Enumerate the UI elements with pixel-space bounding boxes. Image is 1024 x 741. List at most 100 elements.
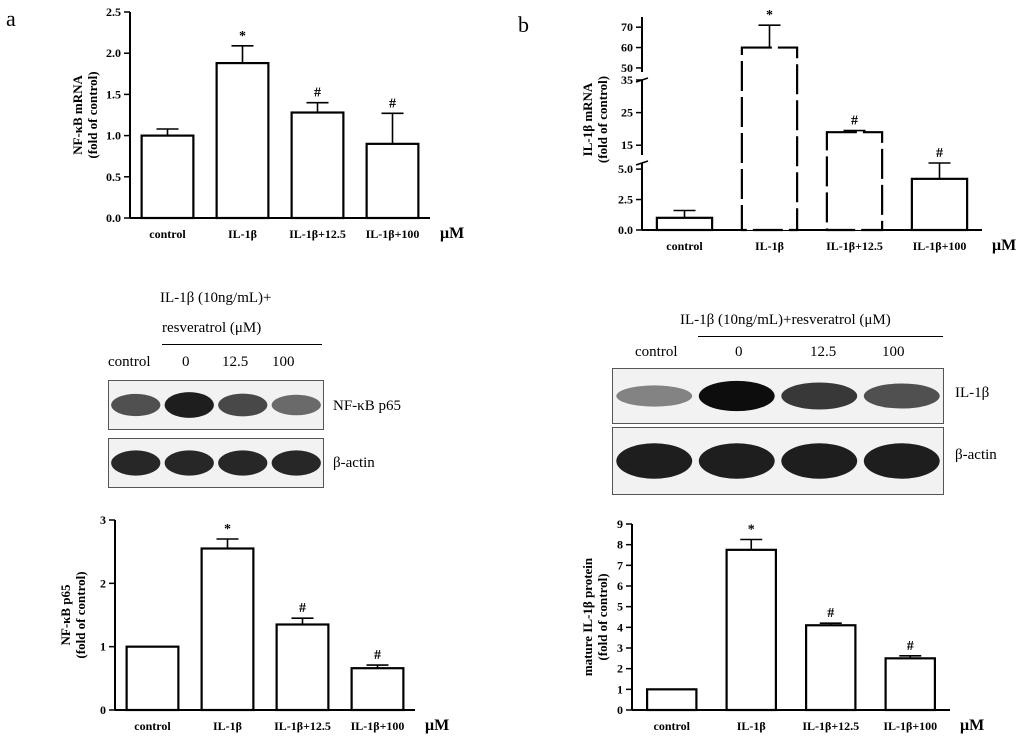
blot-band (863, 383, 940, 409)
blot-a-lane-12-5: 12.5 (222, 354, 249, 370)
tick-label: IL-1β+100 (913, 239, 967, 253)
blot-a-header-rule (162, 344, 322, 345)
bar (290, 111, 345, 220)
bar (140, 134, 195, 220)
tick-label: control (666, 239, 703, 253)
tick-label: IL-1β+12.5 (289, 227, 346, 241)
blot-band (111, 450, 161, 476)
chart-il1b-protein: 0 1 2 3 4 5 6 7 8 9 mature IL-1β protein(fold of c… (580, 517, 984, 734)
y-tick-label: 0 (617, 703, 623, 717)
y-tick-label: 35 (621, 73, 633, 87)
blot-b-lane-0: 0 (735, 344, 743, 360)
blot-a-header-line2: resveratrol (μM) (162, 320, 262, 336)
bar (825, 131, 884, 232)
significance-mark: # (851, 114, 858, 129)
blot-b-header: IL-1β (10ng/mL)+resveratrol (μM) (680, 312, 891, 328)
tick-label: IL-1β+12.5 (802, 719, 859, 733)
unit-label: μM (440, 225, 464, 242)
blot-a-label-nfkb: NF-κB p65 (333, 398, 401, 414)
tick-label: IL-1β+12.5 (274, 719, 331, 733)
axis-break-mark (635, 160, 649, 166)
blot-band (111, 393, 161, 417)
blot-b-label-il1b: IL-1β (955, 385, 990, 401)
blot-a-lane-100: 100 (272, 354, 295, 370)
tick-label: control (134, 719, 171, 733)
y-tick-label: 1 (617, 682, 623, 696)
chart-nfkb-p65: 0 1 2 3 NF-κB p65(fold of control) control * IL… (58, 513, 449, 734)
tick-label: IL-1β (755, 239, 784, 253)
bar (275, 623, 330, 712)
y-tick-label: 3 (617, 641, 623, 655)
blot-band (698, 443, 775, 479)
significance-mark: # (827, 606, 834, 621)
bar (910, 177, 969, 232)
blot-b-header-rule (698, 336, 943, 337)
blot-b-row-actin (612, 427, 944, 495)
y-tick-label: 2 (617, 662, 623, 676)
unit-label: μM (960, 717, 984, 734)
bar (646, 688, 698, 712)
blot-a-label-actin: β-actin (333, 455, 375, 471)
bar (365, 142, 420, 220)
unit-label: μM (425, 717, 449, 734)
y-tick-label: 0.5 (106, 170, 121, 184)
y-tick-label: 5 (617, 600, 623, 614)
y-tick-label: 2.0 (106, 46, 121, 60)
y-tick-label: 0 (100, 703, 106, 717)
blot-b-lane-100: 100 (882, 344, 905, 360)
blot-band (218, 393, 268, 417)
bar (740, 46, 799, 232)
tick-label: control (654, 719, 691, 733)
blot-a-lane-control: control (108, 354, 151, 370)
blot-b-lane-12-5: 12.5 (810, 344, 837, 360)
tick-label: IL-1β+100 (366, 227, 420, 241)
axis-label: mature IL-1β protein(fold of control) (580, 557, 610, 676)
significance-mark: * (766, 8, 773, 23)
bar (884, 657, 936, 712)
tick-label: IL-1β (737, 719, 766, 733)
bar (200, 547, 255, 712)
blot-band (164, 392, 214, 418)
y-tick-label: 0.0 (618, 223, 633, 237)
y-tick-label: 2.5 (106, 5, 121, 19)
y-tick-label: 3 (100, 513, 106, 527)
bar (805, 624, 857, 712)
significance-mark: * (224, 522, 231, 537)
blot-band (616, 385, 693, 407)
axis-label: NF-κB p65(fold of control) (58, 571, 88, 658)
y-tick-label: 9 (617, 517, 623, 531)
tick-label: control (149, 227, 186, 241)
blot-band (271, 394, 321, 416)
y-tick-label: 1.5 (106, 87, 121, 101)
axis-label: NF-κB mRNA(fold of control) (70, 71, 100, 158)
y-tick-label: 2 (100, 576, 106, 590)
significance-mark: # (374, 648, 381, 663)
significance-mark: * (239, 29, 246, 44)
blot-b-label-actin: β-actin (955, 447, 997, 463)
tick-label: IL-1β+100 (351, 719, 405, 733)
y-tick-label: 1 (100, 640, 106, 654)
y-tick-label: 25 (621, 106, 633, 120)
significance-mark: # (907, 639, 914, 654)
significance-mark: # (936, 146, 943, 161)
blot-a-lane-0: 0 (182, 354, 190, 370)
tick-label: IL-1β+100 (883, 719, 937, 733)
y-tick-label: 7 (617, 558, 623, 572)
y-tick-label: 4 (617, 620, 623, 634)
tick-label: IL-1β (213, 719, 242, 733)
blot-b-lane-control: control (635, 344, 678, 360)
y-tick-label: 2.5 (618, 193, 633, 207)
y-tick-label: 70 (621, 20, 633, 34)
y-tick-label: 6 (617, 579, 623, 593)
bar (125, 645, 180, 712)
blot-a-header-line1: IL-1β (10ng/mL)+ (160, 290, 272, 306)
panel-label-b: b (518, 12, 529, 37)
blot-a-row-actin (108, 438, 324, 488)
blot-band (218, 450, 268, 476)
significance-mark: # (314, 86, 321, 101)
y-tick-label: 0.0 (106, 211, 121, 225)
tick-label: IL-1β+12.5 (826, 239, 883, 253)
blot-band (698, 380, 775, 412)
blot-band (164, 450, 214, 476)
